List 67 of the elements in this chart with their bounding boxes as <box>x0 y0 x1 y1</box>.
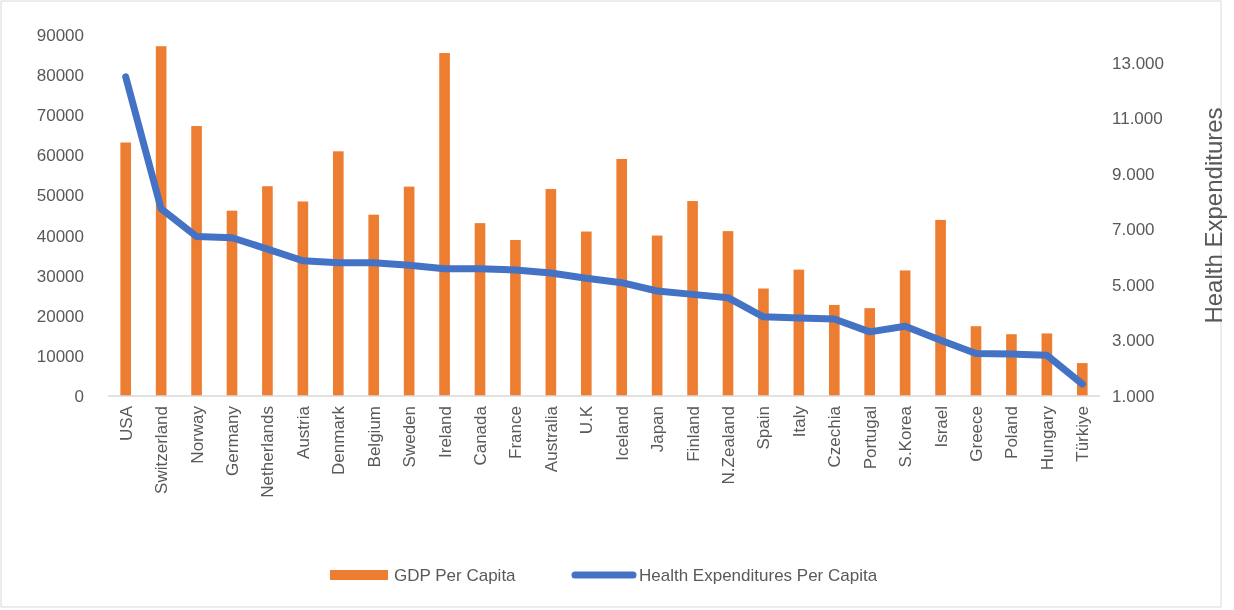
x-tick-label: Switzerland <box>152 406 172 494</box>
y-tick-label: 50000 <box>36 186 84 206</box>
y-tick-label: 80000 <box>36 66 84 86</box>
y2-tick-label: 11.000 <box>1112 109 1163 129</box>
x-tick-label: Sweden <box>400 406 420 468</box>
bar <box>403 186 415 396</box>
x-tick-label: Iceland <box>612 406 632 461</box>
y2-tick-label: 3.000 <box>1112 331 1155 351</box>
bar <box>687 201 698 396</box>
y-tick-label: 60000 <box>36 146 84 166</box>
x-tick-label: Belgium <box>364 406 384 468</box>
y-tick-label: 90000 <box>36 25 84 45</box>
x-tick-label: Canada <box>470 405 490 466</box>
bar <box>368 214 380 396</box>
x-tick-label: Türkiye <box>1073 406 1093 462</box>
y-tick-label: 0 <box>74 386 84 406</box>
x-tick-label: Finland <box>683 406 703 462</box>
x-tick-label: Israel <box>931 406 951 448</box>
bar <box>439 53 450 396</box>
y2-tick-label: 9.000 <box>1112 164 1155 184</box>
bar <box>120 142 132 396</box>
bar <box>332 151 344 396</box>
x-tick-label: Poland <box>1002 406 1022 459</box>
x-tick-label: Ireland <box>435 406 455 458</box>
x-tick-label: Czechia <box>825 405 845 468</box>
bar <box>262 186 273 396</box>
x-tick-label: Germany <box>222 405 242 476</box>
y-tick-label: 10000 <box>36 346 84 366</box>
legend-label: GDP Per Capita <box>394 566 517 585</box>
x-tick-label: USA <box>116 405 136 441</box>
x-tick-label: Portugal <box>860 406 880 470</box>
bar <box>580 231 592 396</box>
y-tick-label: 30000 <box>36 266 84 286</box>
x-tick-label: Japan <box>648 406 668 453</box>
x-tick-label: Italy <box>789 405 809 438</box>
y-tick-label: 20000 <box>36 306 84 326</box>
x-tick-label: N.Zealand <box>718 406 738 485</box>
x-tick-label: Australia <box>541 405 561 473</box>
y2-tick-label: 7.000 <box>1112 220 1155 240</box>
bar <box>758 288 769 396</box>
bar <box>864 308 876 396</box>
x-tick-label: Greece <box>966 406 986 462</box>
bar <box>935 219 946 396</box>
x-tick-label: Denmark <box>329 405 349 475</box>
y2-tick-label: 5.000 <box>1112 275 1155 295</box>
y-tick-label: 70000 <box>36 106 84 126</box>
x-tick-label: Spain <box>754 406 774 450</box>
y2-axis-title: Health Expenditures <box>1200 107 1227 324</box>
y2-tick-label: 13.000 <box>1112 53 1164 73</box>
y2-tick-label: 1.000 <box>1112 386 1155 406</box>
legend-label: Health Expenditures Per Capita <box>639 566 878 585</box>
x-tick-label: Hungary <box>1037 405 1057 471</box>
bar <box>545 189 557 396</box>
x-tick-label: Norway <box>187 405 207 464</box>
bar <box>828 304 840 396</box>
y-tick-label: 40000 <box>36 226 84 246</box>
x-tick-label: France <box>506 406 526 459</box>
x-tick-label: U.K <box>577 405 597 435</box>
bar <box>226 210 238 396</box>
x-tick-label: Austria <box>293 405 313 459</box>
bar <box>191 126 202 396</box>
bar <box>616 158 628 396</box>
x-tick-label: Netherlands <box>258 406 278 498</box>
bar <box>510 239 521 396</box>
bar <box>297 201 309 396</box>
x-tick-label: S.Korea <box>896 405 916 468</box>
bar <box>474 223 486 396</box>
